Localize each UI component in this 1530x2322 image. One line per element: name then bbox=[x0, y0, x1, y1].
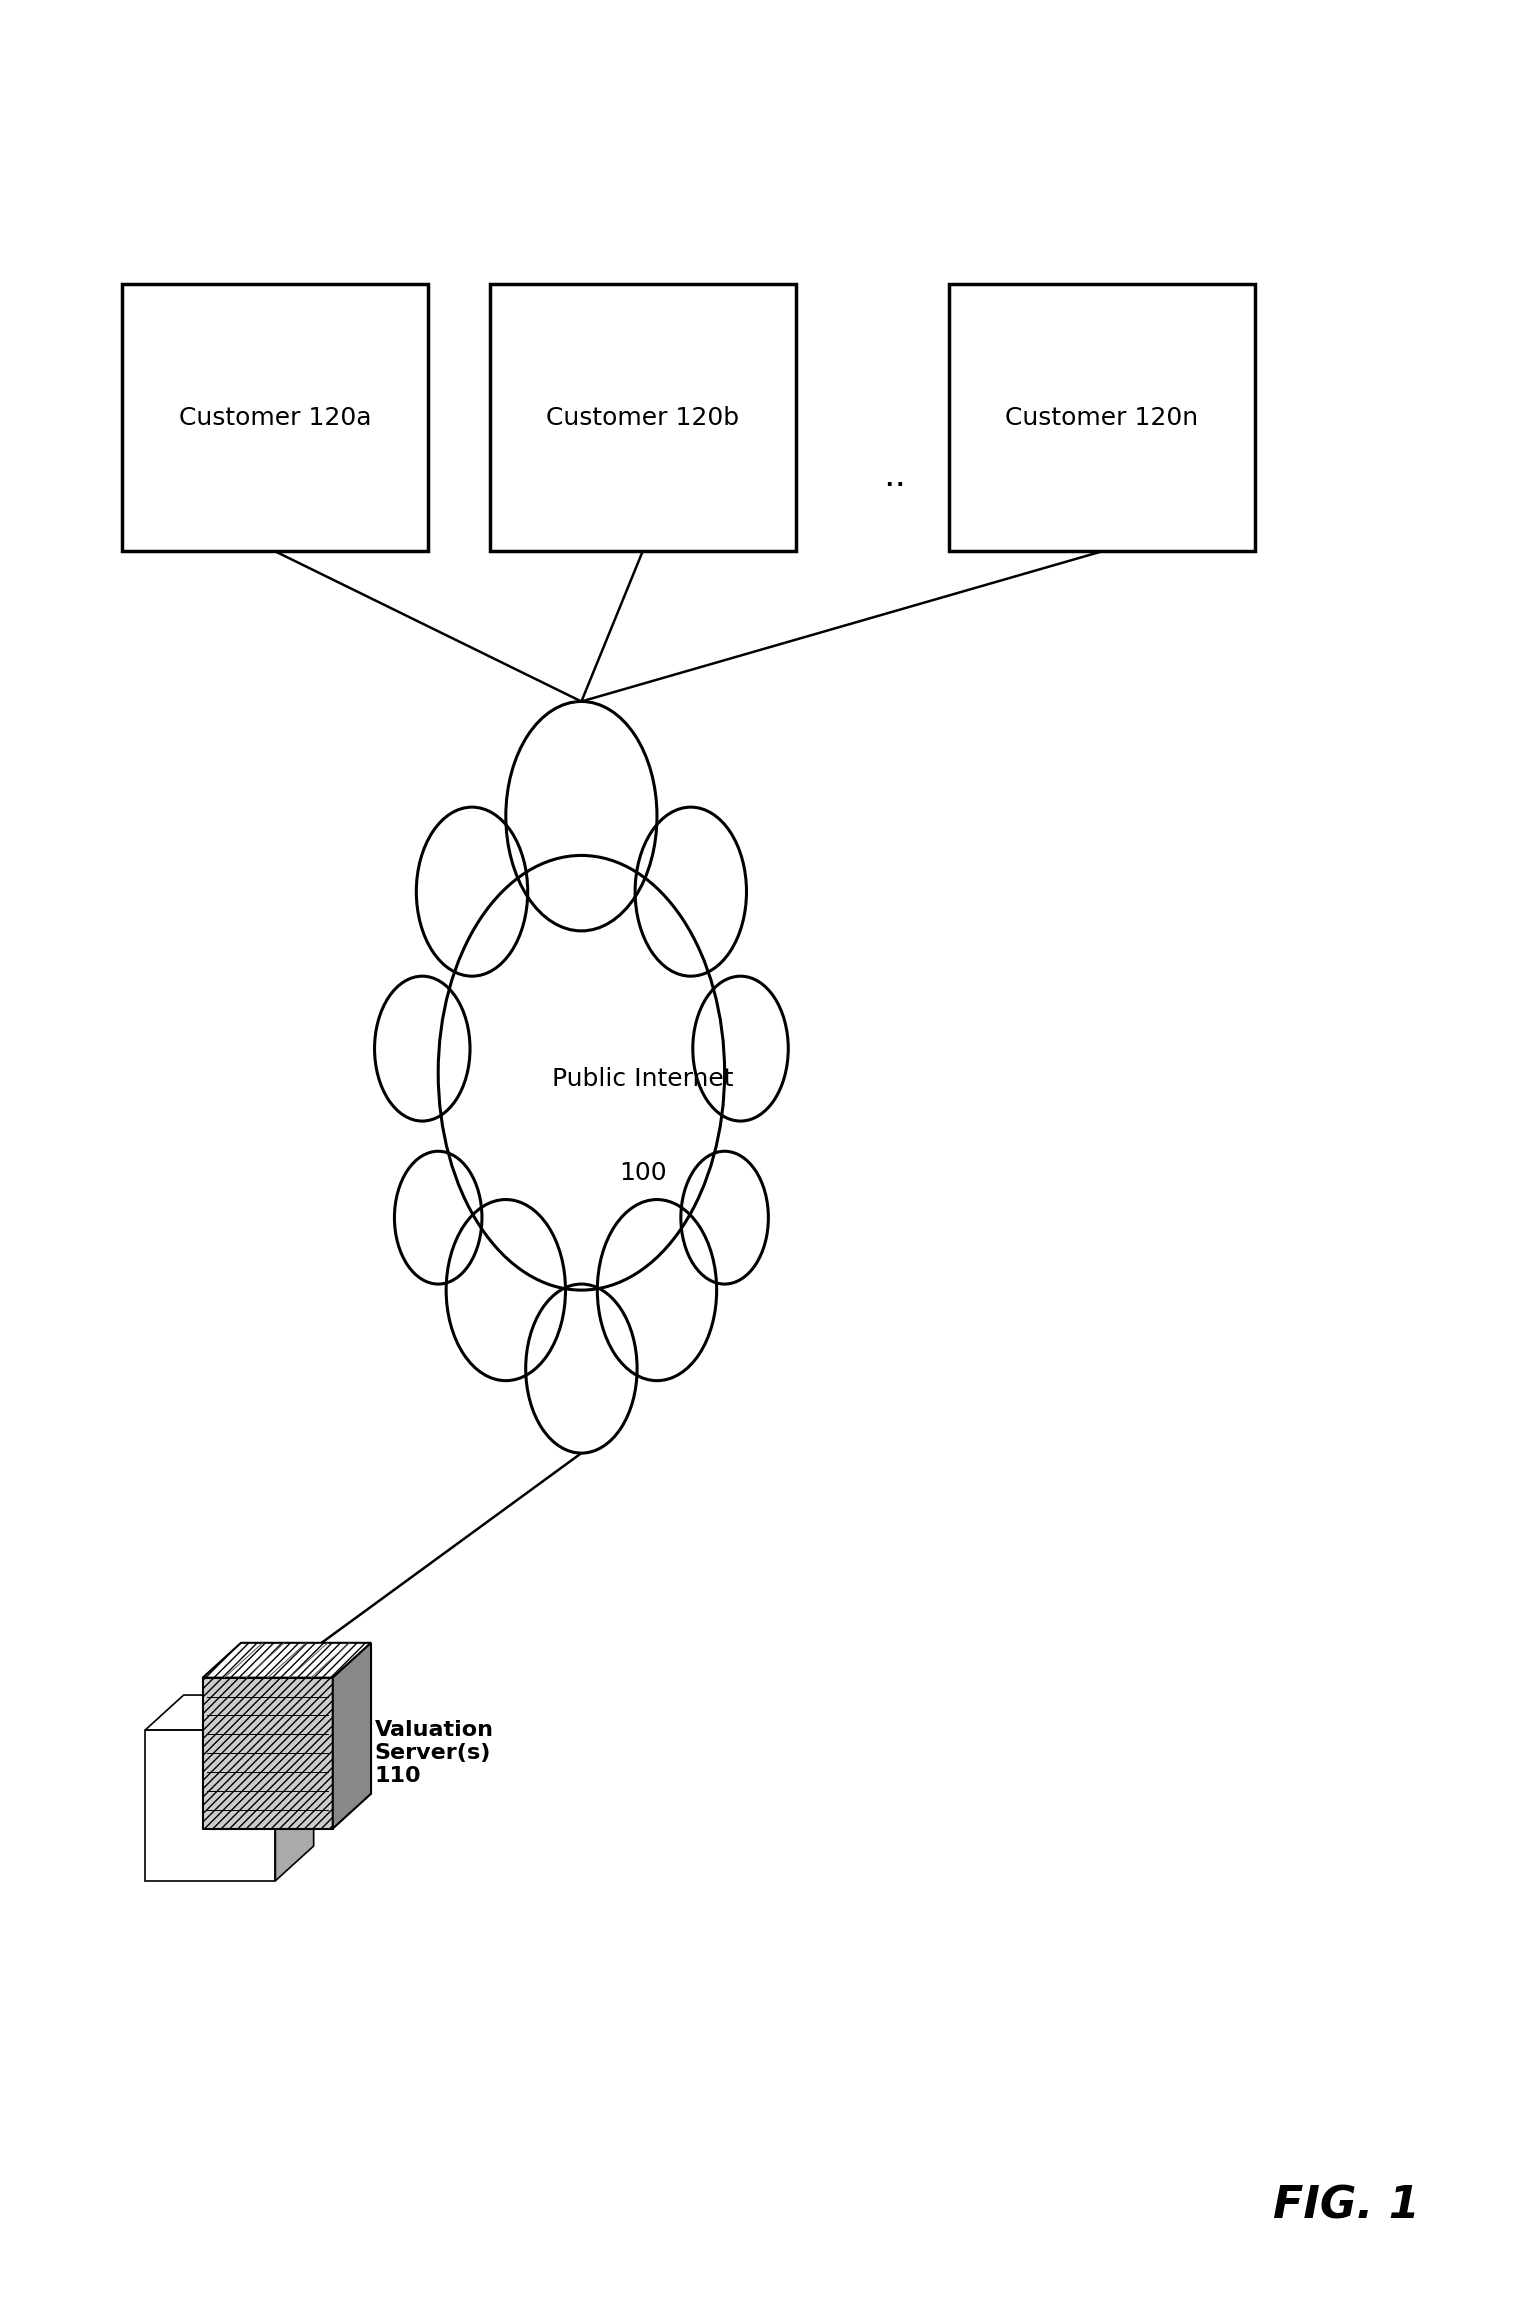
Polygon shape bbox=[145, 1730, 275, 1881]
Circle shape bbox=[597, 1200, 716, 1382]
Polygon shape bbox=[275, 1695, 314, 1881]
Text: ..: .. bbox=[883, 460, 907, 492]
Text: Customer 120n: Customer 120n bbox=[1005, 406, 1198, 430]
Circle shape bbox=[395, 1152, 482, 1284]
Circle shape bbox=[681, 1152, 768, 1284]
Text: Customer 120a: Customer 120a bbox=[179, 406, 372, 430]
Text: FIG. 1: FIG. 1 bbox=[1273, 2185, 1420, 2227]
Circle shape bbox=[635, 808, 747, 975]
Circle shape bbox=[447, 1200, 566, 1382]
Polygon shape bbox=[332, 1644, 370, 1830]
Circle shape bbox=[526, 1284, 636, 1454]
Text: Public Internet: Public Internet bbox=[552, 1068, 733, 1091]
Circle shape bbox=[506, 701, 656, 931]
FancyBboxPatch shape bbox=[490, 286, 796, 553]
Circle shape bbox=[693, 975, 788, 1122]
Polygon shape bbox=[202, 1676, 332, 1830]
Text: Valuation
Server(s)
110: Valuation Server(s) 110 bbox=[375, 1721, 494, 1786]
Polygon shape bbox=[145, 1695, 314, 1730]
Circle shape bbox=[438, 854, 725, 1291]
Circle shape bbox=[416, 808, 528, 975]
Polygon shape bbox=[202, 1644, 370, 1676]
FancyBboxPatch shape bbox=[949, 286, 1255, 553]
Circle shape bbox=[375, 975, 470, 1122]
Text: 100: 100 bbox=[618, 1161, 667, 1184]
FancyBboxPatch shape bbox=[122, 286, 428, 553]
Text: Customer 120b: Customer 120b bbox=[546, 406, 739, 430]
